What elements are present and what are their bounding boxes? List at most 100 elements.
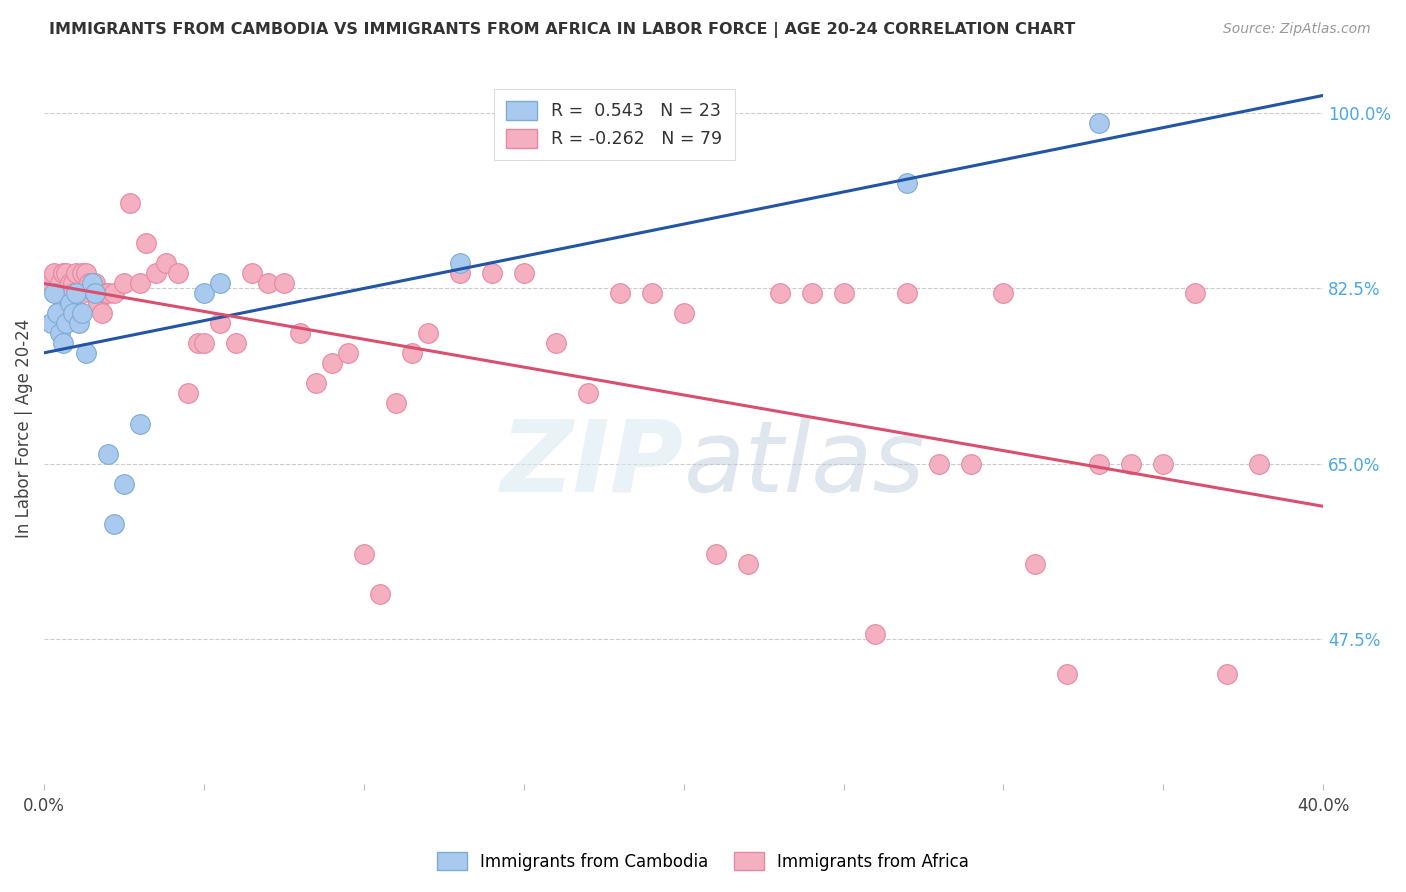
- Point: [55, 266, 77, 280]
- Point: [353, 547, 375, 561]
- Point: [90, 306, 112, 320]
- Point: [896, 286, 918, 301]
- Point: [1216, 666, 1239, 681]
- Point: [832, 286, 855, 301]
- Point: [155, 256, 177, 270]
- Point: [49, 306, 72, 320]
- Point: [103, 516, 125, 531]
- Point: [1088, 116, 1111, 130]
- Point: [1152, 457, 1174, 471]
- Point: [59, 277, 82, 291]
- Point: [672, 306, 695, 320]
- Point: [77, 277, 100, 291]
- Point: [513, 266, 536, 280]
- Legend: Immigrants from Cambodia, Immigrants from Africa: Immigrants from Cambodia, Immigrants fro…: [429, 844, 977, 880]
- Point: [288, 326, 311, 341]
- Point: [240, 266, 263, 280]
- Point: [52, 296, 75, 310]
- Point: [84, 286, 107, 301]
- Point: [193, 286, 215, 301]
- Point: [49, 277, 72, 291]
- Point: [67, 317, 90, 331]
- Point: [94, 286, 117, 301]
- Point: [67, 286, 90, 301]
- Point: [449, 256, 471, 270]
- Point: [1184, 286, 1206, 301]
- Point: [87, 296, 110, 310]
- Text: IMMIGRANTS FROM CAMBODIA VS IMMIGRANTS FROM AFRICA IN LABOR FORCE | AGE 20-24 CO: IMMIGRANTS FROM CAMBODIA VS IMMIGRANTS F…: [49, 22, 1076, 38]
- Point: [145, 266, 167, 280]
- Point: [1056, 666, 1078, 681]
- Point: [336, 346, 359, 360]
- Point: [39, 317, 62, 331]
- Legend: R =  0.543   N = 23, R = -0.262   N = 79: R = 0.543 N = 23, R = -0.262 N = 79: [494, 89, 734, 161]
- Point: [544, 336, 567, 351]
- Point: [187, 336, 209, 351]
- Point: [481, 266, 503, 280]
- Point: [129, 417, 152, 431]
- Point: [576, 386, 599, 401]
- Point: [52, 336, 75, 351]
- Point: [385, 396, 408, 410]
- Point: [67, 306, 90, 320]
- Point: [112, 476, 135, 491]
- Y-axis label: In Labor Force | Age 20-24: In Labor Force | Age 20-24: [15, 319, 32, 538]
- Point: [1121, 457, 1143, 471]
- Point: [65, 286, 87, 301]
- Point: [737, 557, 759, 571]
- Point: [72, 266, 94, 280]
- Point: [960, 457, 983, 471]
- Point: [167, 266, 190, 280]
- Point: [55, 286, 77, 301]
- Point: [305, 376, 328, 391]
- Point: [129, 277, 152, 291]
- Point: [225, 336, 247, 351]
- Point: [72, 306, 94, 320]
- Point: [59, 306, 82, 320]
- Point: [97, 446, 120, 460]
- Point: [45, 306, 67, 320]
- Point: [42, 286, 65, 301]
- Text: ZIP: ZIP: [501, 416, 683, 513]
- Point: [75, 346, 97, 360]
- Point: [49, 326, 72, 341]
- Text: atlas: atlas: [683, 416, 925, 513]
- Point: [39, 277, 62, 291]
- Point: [42, 266, 65, 280]
- Point: [62, 277, 84, 291]
- Point: [865, 627, 887, 641]
- Point: [45, 286, 67, 301]
- Point: [704, 547, 727, 561]
- Point: [416, 326, 439, 341]
- Point: [800, 286, 823, 301]
- Point: [273, 277, 295, 291]
- Point: [368, 587, 391, 601]
- Point: [193, 336, 215, 351]
- Point: [112, 277, 135, 291]
- Point: [120, 196, 142, 211]
- Point: [72, 286, 94, 301]
- Point: [177, 386, 200, 401]
- Point: [928, 457, 950, 471]
- Point: [55, 317, 77, 331]
- Point: [97, 286, 120, 301]
- Point: [59, 296, 82, 310]
- Point: [103, 286, 125, 301]
- Point: [52, 266, 75, 280]
- Point: [208, 277, 231, 291]
- Point: [84, 277, 107, 291]
- Point: [65, 286, 87, 301]
- Point: [609, 286, 631, 301]
- Point: [401, 346, 423, 360]
- Point: [75, 266, 97, 280]
- Point: [993, 286, 1015, 301]
- Point: [135, 236, 157, 251]
- Point: [208, 317, 231, 331]
- Point: [80, 277, 103, 291]
- Point: [62, 306, 84, 320]
- Point: [257, 277, 280, 291]
- Point: [640, 286, 662, 301]
- Point: [84, 286, 107, 301]
- Point: [62, 286, 84, 301]
- Point: [449, 266, 471, 280]
